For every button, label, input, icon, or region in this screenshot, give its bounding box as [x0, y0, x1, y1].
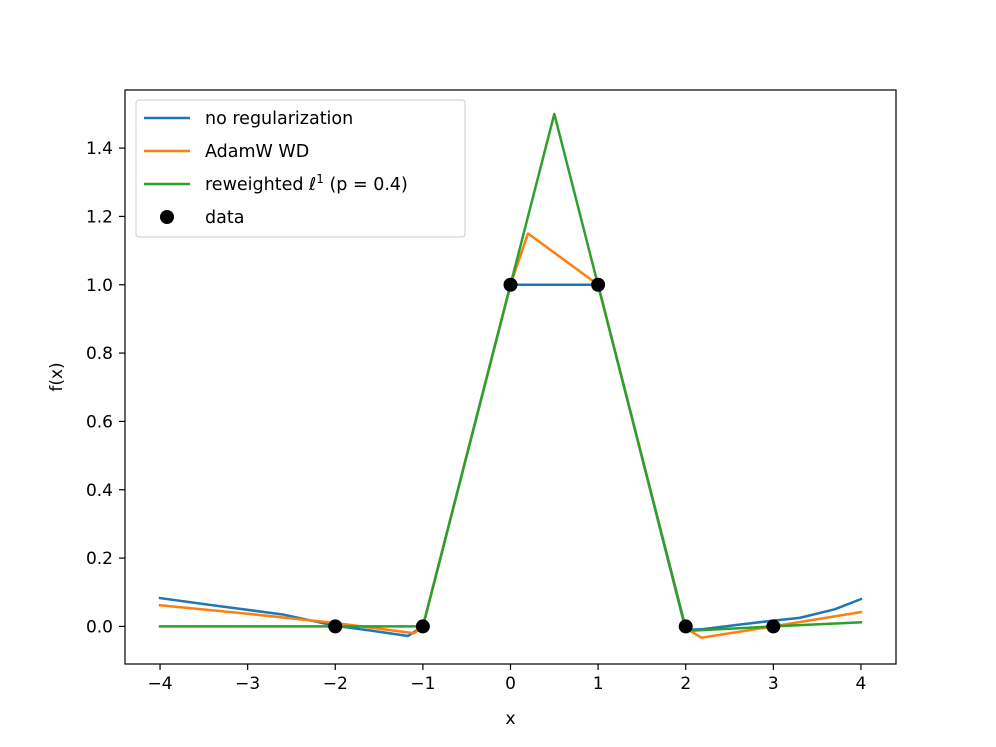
x-tick-label: 4 — [856, 674, 867, 694]
legend-label-no-regularization: no regularization — [205, 109, 353, 129]
data-point — [591, 277, 606, 292]
data-point — [678, 619, 693, 634]
x-tick-label: 0 — [505, 674, 516, 694]
x-tick-label: −4 — [148, 674, 173, 694]
x-axis-ticks: −4 −3 −2 −1 0 1 2 3 4 — [148, 664, 867, 694]
y-tick-label: 0.2 — [86, 549, 113, 569]
y-tick-label: 1.4 — [86, 139, 113, 159]
series-line-adamw-wd — [158, 232, 863, 639]
data-point — [415, 619, 430, 634]
y-tick-label: 1.0 — [86, 276, 113, 296]
legend-label-adamw-wd: AdamW WD — [205, 142, 309, 162]
x-tick-label: −1 — [410, 674, 435, 694]
x-axis-label: x — [505, 709, 515, 729]
y-tick-label: 0.6 — [86, 412, 113, 432]
y-axis-label: f(x) — [47, 362, 67, 391]
x-tick-label: 1 — [593, 674, 604, 694]
x-tick-label: 2 — [680, 674, 691, 694]
y-tick-label: 0.8 — [86, 344, 113, 364]
data-point — [328, 619, 343, 634]
data-point — [766, 619, 781, 634]
y-tick-label: 0.4 — [86, 481, 113, 501]
legend-label-data: data — [205, 208, 244, 228]
data-point — [503, 277, 518, 292]
x-tick-label: 3 — [768, 674, 779, 694]
y-axis-ticks: 0.0 0.2 0.4 0.6 0.8 1.0 1.2 1.4 — [86, 139, 125, 637]
legend-marker-data — [160, 210, 174, 224]
y-tick-label: 1.2 — [86, 207, 113, 227]
scatter-layer — [328, 277, 781, 634]
legend-box — [135, 99, 466, 238]
y-tick-label: 0.0 — [86, 617, 113, 637]
x-tick-label: −3 — [235, 674, 260, 694]
legend-label-reweighted-l1: reweighted ℓ1 (p = 0.4) — [205, 172, 408, 195]
legend: no regularization AdamW WD reweighted ℓ1… — [135, 99, 466, 238]
x-tick-label: −2 — [323, 674, 348, 694]
